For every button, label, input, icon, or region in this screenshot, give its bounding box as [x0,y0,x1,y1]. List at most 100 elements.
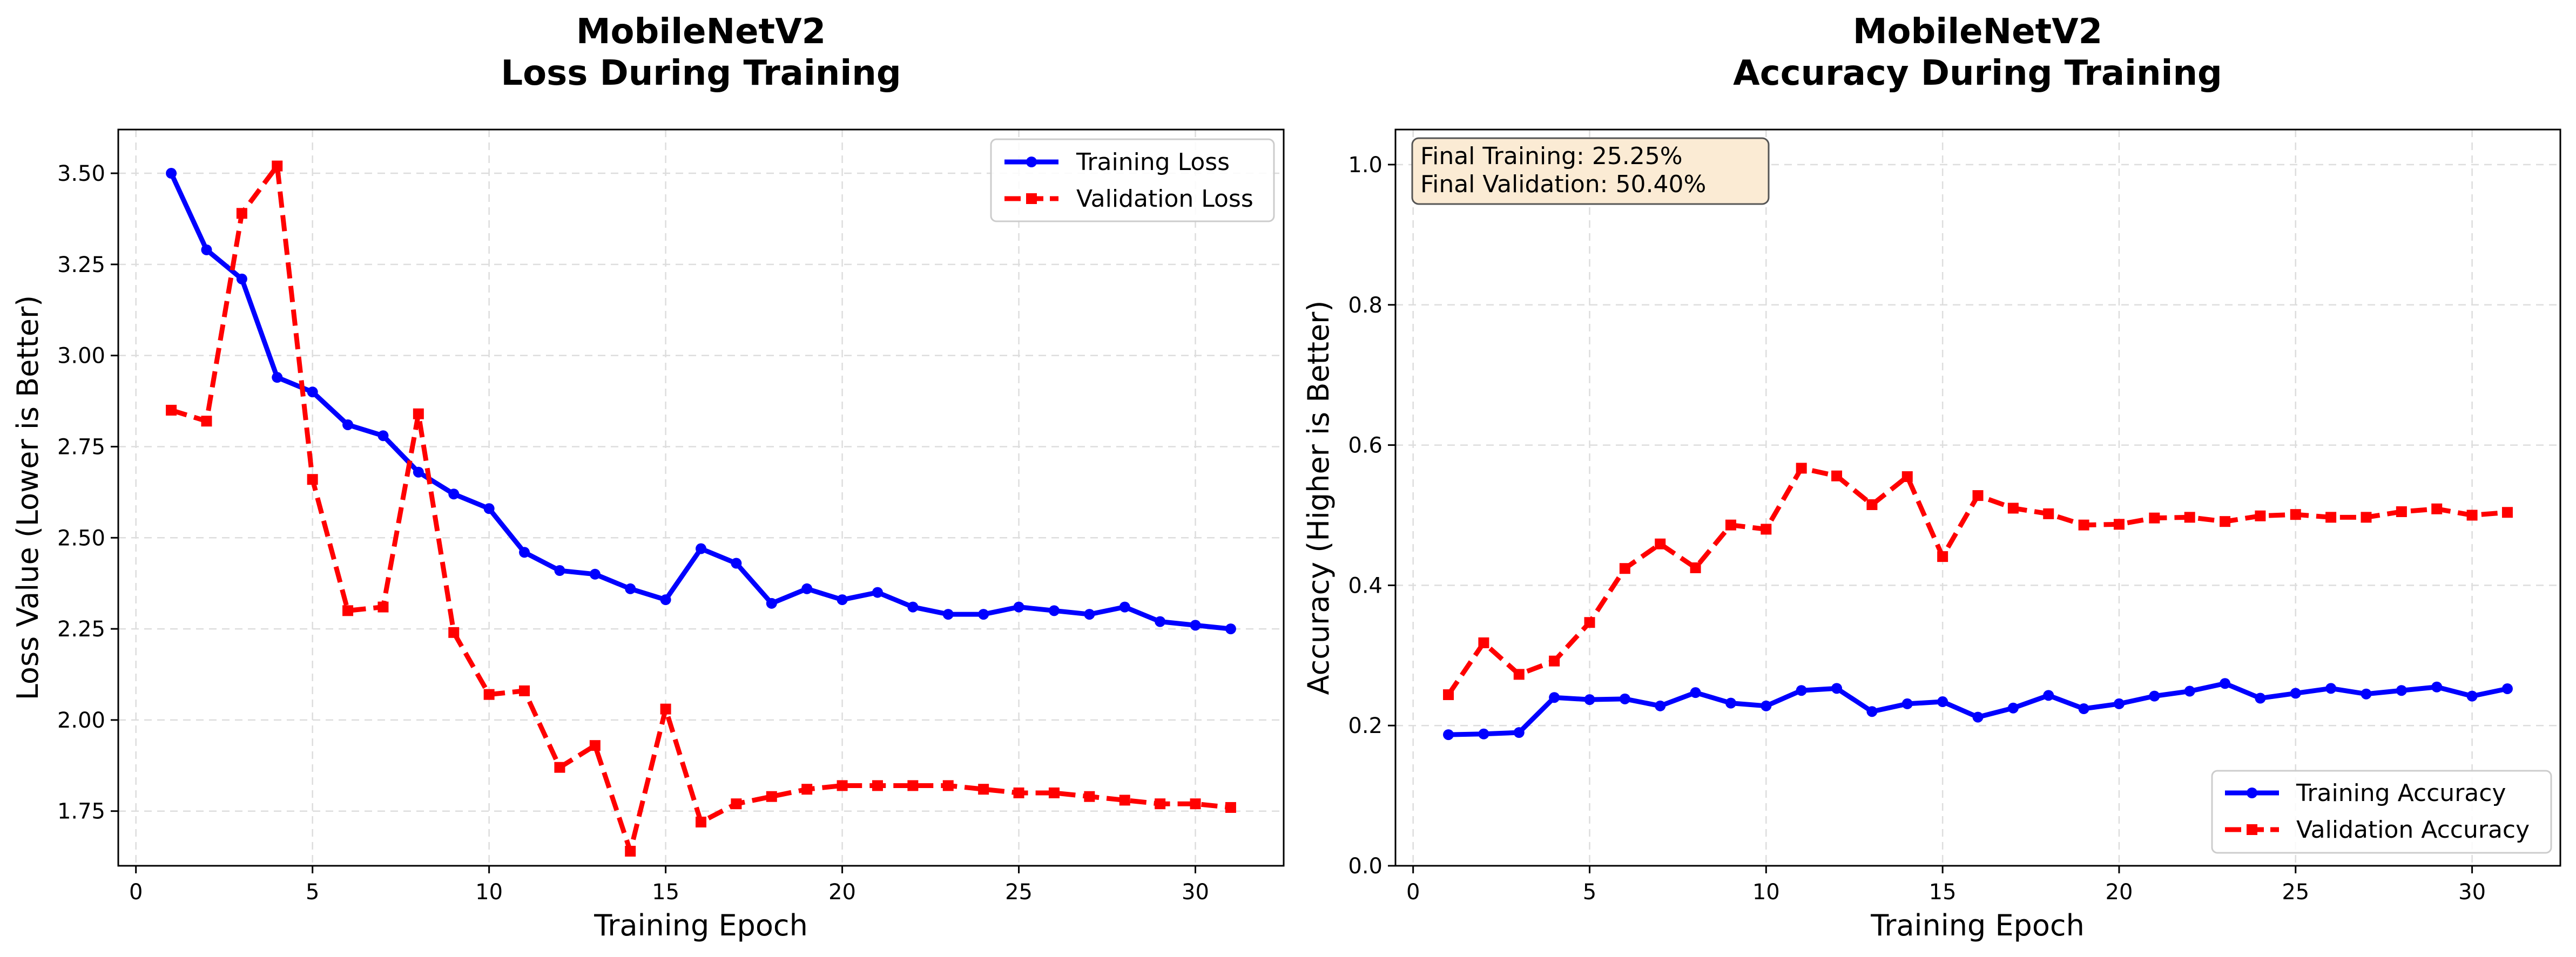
data-point-training-accuracy [2325,683,2337,694]
loss-chart-legend: Training Loss Validation Loss [990,138,1275,222]
loss-chart-y-axis-label: Loss Value (Lower is Better) [11,295,45,700]
data-point-training-accuracy [1619,693,1630,704]
data-point-validation-accuracy [2325,512,2337,523]
data-point-validation-accuracy [1761,524,1772,535]
data-point-validation-loss [448,627,460,638]
series-training-loss [166,168,1236,635]
data-point-training-loss [1013,601,1024,613]
data-point-validation-loss [837,780,848,791]
data-point-training-accuracy [2149,690,2160,702]
data-point-training-accuracy [1725,697,1736,709]
legend-marker-validation-accuracy [2247,824,2257,835]
data-point-validation-accuracy [2290,509,2301,520]
data-point-training-accuracy [2361,688,2372,700]
data-point-training-accuracy [1796,685,1807,696]
data-point-training-accuracy [2255,693,2266,704]
accuracy-x-tick-label: 0 [1406,880,1420,905]
data-point-training-loss [872,587,883,598]
data-point-training-loss [589,568,601,580]
loss-chart-x-axis-label: Training Epoch [594,908,808,942]
data-point-validation-accuracy [1619,563,1630,574]
data-point-validation-accuracy [2007,503,2019,514]
data-point-training-loss [236,273,247,284]
data-point-training-accuracy [1901,698,1913,709]
series-line-validation-accuracy [1446,465,2508,696]
loss-chart-title-line2: Loss During Training [501,53,901,93]
loss-y-tick-label: 2.25 [57,617,105,642]
data-point-training-loss [942,609,954,620]
data-point-training-loss [519,547,530,558]
accuracy-y-tick-label: 0.4 [1348,573,1383,598]
data-point-training-accuracy [2396,685,2407,696]
data-point-validation-loss [272,160,283,172]
accuracy-x-tick-label: 30 [2458,880,2486,905]
data-point-validation-loss [377,601,389,613]
data-point-validation-accuracy [1584,617,1595,628]
loss-chart-y-ticks: 1.75 2.00 2.25 2.50 2.75 3.00 3.25 3.50 [57,161,118,824]
legend-label-training-loss: Training Loss [1076,148,1230,176]
data-point-training-accuracy [1655,700,1666,711]
data-point-validation-loss [519,685,530,696]
legend-marker-training-loss [1026,157,1037,167]
data-point-training-accuracy [1831,683,1843,694]
data-point-training-loss [413,466,424,478]
accuracy-y-tick-label: 1.0 [1348,153,1383,178]
data-point-validation-accuracy [2043,508,2054,519]
data-point-validation-loss [801,784,813,795]
series-validation-accuracy [1443,463,2513,701]
data-point-validation-accuracy [2501,507,2513,518]
data-point-validation-accuracy [1901,471,1913,483]
legend-marker-validation-loss [1026,193,1037,204]
accuracy-chart-title-line2: Accuracy During Training [1733,53,2222,93]
data-point-training-loss [1155,616,1166,627]
accuracy-x-tick-label: 15 [1929,880,1957,905]
data-point-validation-accuracy [2361,512,2372,523]
accuracy-chart-plot-frame [1394,128,2561,867]
data-point-training-loss [377,430,389,442]
data-point-validation-loss [307,474,318,485]
data-point-validation-loss [907,780,919,791]
data-point-training-accuracy [1866,706,1878,717]
data-point-validation-accuracy [2396,506,2407,517]
accuracy-chart-grid [1395,130,2560,867]
loss-y-tick-label: 3.00 [57,344,105,369]
data-point-training-accuracy [2184,685,2195,697]
data-point-validation-accuracy [1937,551,1948,562]
data-point-validation-loss [660,703,671,715]
legend-label-validation-accuracy: Validation Accuracy [2296,816,2530,844]
legend-label-training-accuracy: Training Accuracy [2296,779,2506,807]
data-point-validation-accuracy [2466,510,2478,521]
data-point-training-loss [201,244,212,255]
loss-chart-title-line1: MobileNetV2 [576,12,826,52]
data-point-training-accuracy [1937,696,1948,708]
data-point-validation-loss [872,780,883,791]
data-point-validation-accuracy [2220,516,2231,527]
accuracy-y-tick-label: 0.2 [1348,714,1383,738]
accuracy-chart-y-axis-label: Accuracy (Higher is Better) [1302,301,1336,695]
data-point-training-loss [1190,620,1201,631]
series-training-accuracy [1443,678,2513,741]
loss-chart-panel: MobileNetV2 Loss During Training 0 5 10 15 2… [11,12,1285,942]
legend-label-validation-loss: Validation Loss [1076,185,1253,213]
data-point-training-loss [307,386,318,398]
data-point-training-accuracy [1478,728,1489,739]
data-point-validation-loss [236,208,247,219]
data-point-training-accuracy [2113,698,2125,709]
data-point-validation-accuracy [2431,503,2443,514]
accuracy-chart-x-axis-label: Training Epoch [1870,908,2085,942]
accuracy-chart-x-ticks: 0 5 10 15 20 25 30 [1406,866,2486,905]
loss-chart-grid [118,130,1284,866]
series-validation-loss [166,160,1236,857]
accuracy-chart-panel: MobileNetV2 Accuracy During Training 0 5 1… [1302,12,2561,942]
data-point-training-loss [1225,623,1236,635]
legend-item-validation-loss: Validation Loss [1004,185,1253,213]
data-point-training-accuracy [1972,711,1984,723]
loss-x-tick-label: 20 [828,880,856,905]
data-point-validation-loss [342,605,354,616]
loss-x-tick-label: 5 [306,880,319,905]
loss-y-tick-label: 2.75 [57,435,105,459]
loss-x-tick-label: 25 [1005,880,1033,905]
data-point-training-loss [1084,609,1095,620]
loss-x-tick-label: 15 [652,880,679,905]
data-point-training-accuracy [1690,687,1701,698]
